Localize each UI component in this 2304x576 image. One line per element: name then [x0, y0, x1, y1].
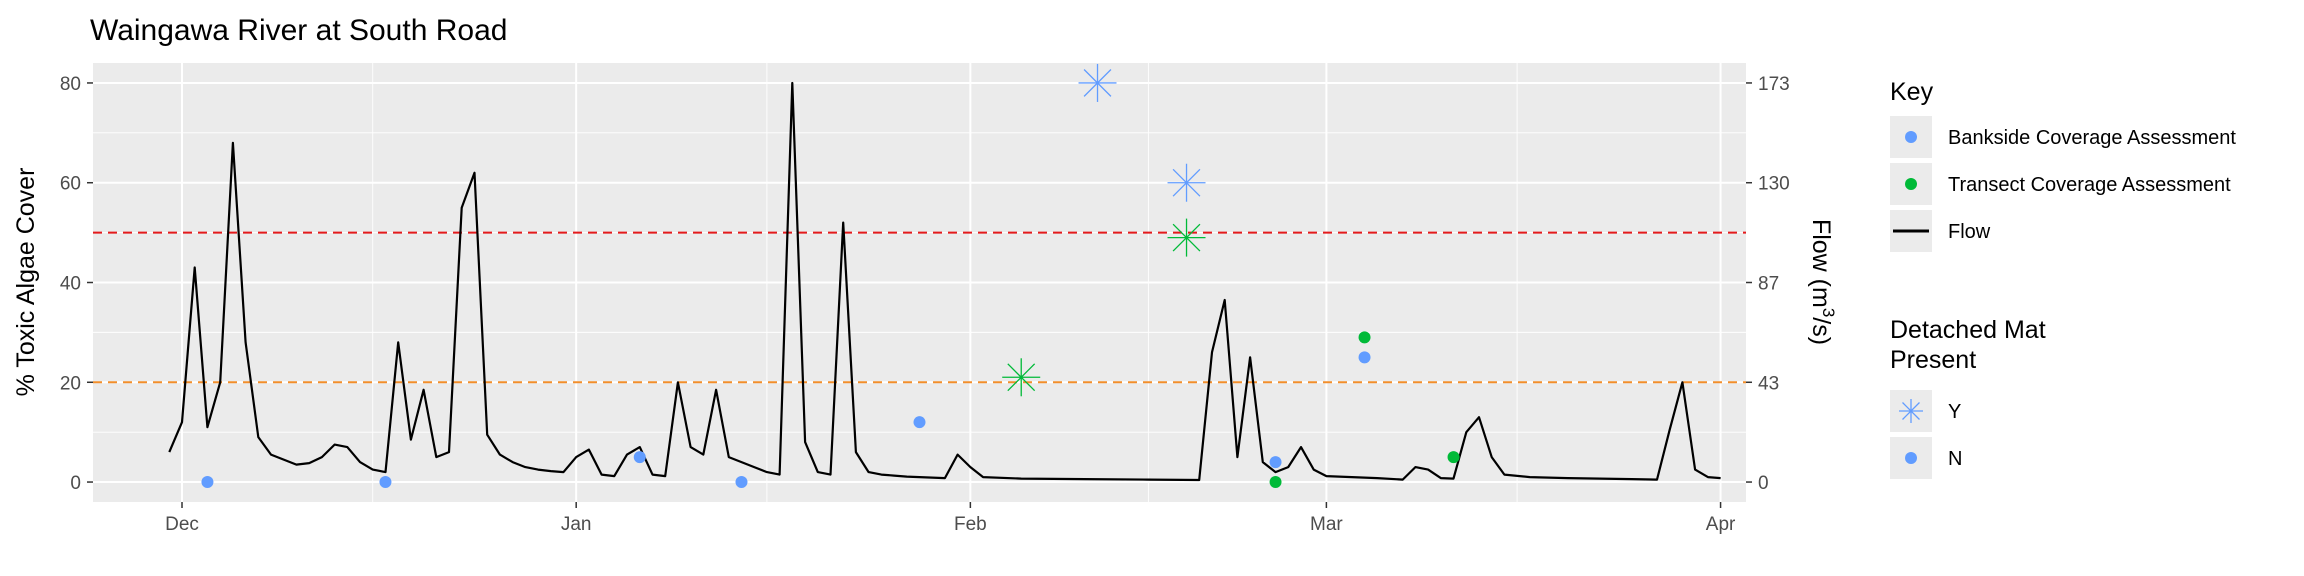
coverage-points	[201, 63, 1460, 489]
transect-coverage-assessment-point-mat	[1002, 358, 1041, 397]
y2-tick-label: 0	[1758, 473, 1769, 494]
y-tick-label: 20	[60, 373, 81, 394]
transect-coverage-assessment-point	[1447, 451, 1460, 464]
chart-title: Waingawa River at South Road	[90, 14, 507, 47]
y-tick-label: 0	[70, 473, 81, 494]
legend-key-label: Transect Coverage Assessment	[1948, 174, 2231, 196]
asterisk-stroke	[1172, 223, 1201, 252]
y2-axis-title-suffix: /s)	[1807, 317, 1835, 345]
y-tick-label: 60	[60, 174, 81, 195]
legend-asterisk-symbol	[1899, 399, 1923, 423]
y2-tick-label: 130	[1758, 174, 1790, 195]
y-tick-label: 40	[60, 274, 81, 295]
bankside-coverage-assessment-point	[735, 476, 748, 489]
transect-coverage-assessment-point	[1358, 331, 1371, 344]
bankside-coverage-assessment-point	[201, 476, 214, 489]
legend-key-item: Bankside Coverage Assessment	[1890, 116, 2236, 158]
bankside-coverage-assessment-point	[1269, 456, 1282, 469]
legend-point-symbol	[1905, 178, 1917, 190]
legend-mat-item: N	[1890, 437, 1962, 479]
y-axis-left: 0 20 40 60 80	[60, 74, 93, 494]
bankside-coverage-assessment-point	[913, 416, 926, 429]
transect-coverage-assessment-point-mat	[1167, 218, 1206, 257]
flow-series	[168, 81, 1721, 482]
y-axis-title: % Toxic Algae Cover	[12, 168, 40, 397]
transect-coverage-assessment-point	[1269, 476, 1282, 489]
bankside-coverage-assessment-point	[633, 451, 646, 464]
y2-tick-label: 87	[1758, 274, 1779, 295]
y2-tick-label: 43	[1758, 373, 1779, 394]
asterisk-stroke	[1902, 402, 1920, 420]
y2-axis-title: Flow (m3/s)	[1807, 219, 1838, 345]
bankside-coverage-assessment-point	[379, 476, 392, 489]
asterisk-stroke	[1083, 69, 1112, 97]
x-tick-label: Dec	[165, 514, 199, 535]
x-tick-label: Jan	[561, 514, 592, 535]
legend-key-label: Bankside Coverage Assessment	[1948, 127, 2236, 149]
legend-mat-item: Y	[1890, 390, 1961, 432]
legend-mat-label: Y	[1948, 401, 1961, 423]
legend-point-symbol	[1905, 452, 1917, 464]
legend-key-item: Flow	[1890, 210, 1991, 252]
legend-mat-title-line2: Present	[1890, 346, 1976, 374]
legend-key-label: Flow	[1948, 221, 1991, 243]
flow-line	[168, 81, 1721, 482]
legend-mat-title-line1: Detached Mat	[1890, 316, 2046, 344]
x-tick-label: Feb	[954, 514, 987, 535]
x-axis: Dec Jan Feb Mar Apr	[165, 502, 1736, 535]
asterisk-stroke	[1172, 168, 1201, 197]
legend-key-item: Transect Coverage Assessment	[1890, 163, 2231, 205]
legend-mat-label: N	[1948, 448, 1962, 470]
bankside-coverage-assessment-point-mat	[1167, 163, 1206, 202]
legend: Key Bankside Coverage Assessment Transect…	[1890, 78, 2236, 479]
x-tick-label: Mar	[1310, 514, 1343, 535]
y-tick-label: 80	[60, 74, 81, 95]
reference-lines	[93, 231, 1746, 384]
x-tick-label: Apr	[1706, 514, 1736, 535]
y2-axis-title-superscript: 3	[1819, 308, 1838, 317]
legend-point-symbol	[1905, 131, 1917, 143]
y-axis-right: 0 43 87 130 173	[1746, 74, 1790, 494]
legend-key-items: Bankside Coverage Assessment Transect Cov…	[1890, 116, 2236, 252]
bankside-coverage-assessment-point	[1358, 351, 1371, 364]
legend-mat-items: YN	[1890, 390, 1962, 479]
y2-tick-label: 173	[1758, 74, 1790, 95]
asterisk-stroke	[1007, 363, 1036, 392]
y2-axis-title-prefix: Flow (m	[1807, 219, 1835, 308]
bankside-coverage-assessment-point-mat	[1078, 63, 1117, 102]
legend-key-title: Key	[1890, 78, 1934, 106]
